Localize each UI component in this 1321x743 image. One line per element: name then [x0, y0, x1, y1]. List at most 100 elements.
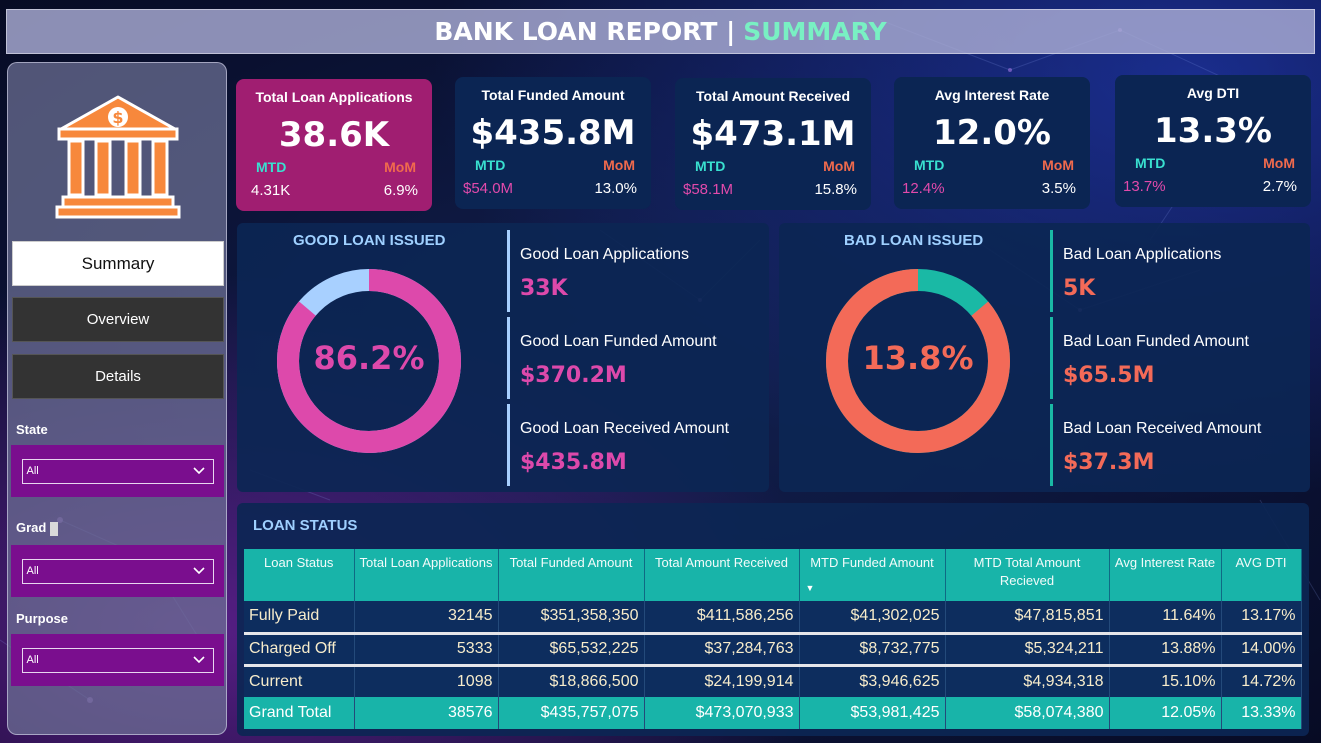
table-row: Charged Off 5333 $65,532,225 $37,284,763…: [244, 633, 1302, 667]
kpi-mom-value: 13.0%: [594, 180, 637, 197]
table-cell: $8,732,775: [799, 633, 946, 667]
table-cell: 13.17%: [1221, 601, 1302, 635]
nav-details-button[interactable]: Details: [12, 354, 224, 399]
metric-value: $37.3M: [1063, 450, 1155, 475]
nav-overview-button[interactable]: Overview: [12, 297, 224, 342]
kpi-mtd-label: MTD: [475, 157, 506, 173]
table-cell: $53,981,425: [799, 697, 946, 729]
table-row: Current 1098 $18,866,500 $24,199,914 $3,…: [244, 665, 1302, 697]
kpi-title: Total Loan Applications: [255, 89, 413, 105]
kpi-mtd-label: MTD: [695, 158, 726, 174]
table-cell: $435,757,075: [498, 697, 645, 729]
kpi-mom-value: 3.5%: [1041, 180, 1076, 197]
table-cell: $58,074,380: [945, 697, 1110, 729]
kpi-value: $473.1M: [690, 114, 856, 154]
table-cell: $47,815,851: [945, 601, 1110, 635]
purpose-dropdown[interactable]: All: [21, 647, 214, 673]
good-loan-panel: GOOD LOAN ISSUED 86.2% Good Loan Applica…: [237, 223, 769, 492]
table-cell: $24,199,914: [644, 665, 800, 697]
bank-dollar-icon: $: [55, 95, 181, 219]
bad-loan-applications: Bad Loan Applications 5K: [1050, 230, 1221, 312]
bad-loan-funded-amount: Bad Loan Funded Amount $65.5M: [1050, 317, 1249, 399]
sort-descending-icon: ▼: [805, 583, 815, 593]
grad-filter-marker: [50, 521, 59, 536]
metric-label: Bad Loan Applications: [1063, 246, 1222, 263]
kpi-mtd-value: $54.0M: [463, 180, 514, 197]
kpi-total-amount-received: Total Amount Received $473.1M MTD MoM $5…: [675, 78, 871, 210]
kpi-mom-label: MoM: [823, 158, 855, 174]
bad-loan-panel: BAD LOAN ISSUED 13.8% Bad Loan Applicati…: [779, 223, 1310, 492]
good-loan-received-amount: Good Loan Received Amount $435.8M: [507, 404, 729, 486]
chevron-down-icon: [192, 467, 205, 475]
kpi-value: 12.0%: [933, 113, 1051, 153]
kpi-avg-dti: Avg DTI 13.3% MTD MoM 13.7% 2.7%: [1115, 75, 1311, 207]
loan-status-table: Loan Status Total Loan Applications Tota…: [244, 549, 1302, 729]
kpi-mtd-label: MTD: [914, 157, 945, 173]
column-header[interactable]: Total Funded Amount: [498, 549, 645, 601]
table-cell: 12.05%: [1109, 697, 1222, 729]
good-loan-applications: Good Loan Applications 33K: [507, 230, 689, 312]
table-cell: 5333: [354, 633, 499, 667]
column-header[interactable]: AVG DTI: [1221, 549, 1302, 601]
metric-label: Bad Loan Funded Amount: [1063, 333, 1249, 350]
column-header[interactable]: MTD Total Amount Recieved: [945, 549, 1110, 601]
table-cell: $4,934,318: [945, 665, 1110, 697]
nav-summary-button[interactable]: Summary: [12, 241, 224, 286]
metric-value: 5K: [1063, 276, 1096, 301]
table-row: Fully Paid 32145 $351,358,350 $411,586,2…: [244, 601, 1302, 635]
donut-value-arc: [826, 269, 1010, 453]
metric-label: Good Loan Received Amount: [520, 420, 730, 437]
state-dropdown[interactable]: All: [21, 458, 214, 484]
metric-value: $370.2M: [520, 363, 627, 388]
table-cell: 14.00%: [1221, 633, 1302, 667]
kpi-mtd-value: 13.7%: [1123, 178, 1166, 195]
good-loan-title: GOOD LOAN ISSUED: [293, 232, 446, 249]
kpi-total-funded-amount: Total Funded Amount $435.8M MTD MoM $54.…: [455, 77, 651, 209]
column-header-label: MTD Funded Amount: [810, 555, 934, 570]
bad-loan-percent: 13.8%: [862, 339, 974, 377]
table-cell: $5,324,211: [945, 633, 1110, 667]
table-cell: $351,358,350: [498, 601, 645, 635]
grad-filter: All: [11, 545, 224, 597]
column-header[interactable]: Total Amount Received: [644, 549, 800, 601]
column-header[interactable]: Total Loan Applications: [354, 549, 499, 601]
metric-value: 33K: [520, 276, 568, 301]
kpi-mom-label: MoM: [603, 157, 635, 173]
column-header[interactable]: Loan Status: [244, 549, 355, 601]
kpi-mom-label: MoM: [1042, 157, 1074, 173]
kpi-avg-interest-rate: Avg Interest Rate 12.0% MTD MoM 12.4% 3.…: [894, 77, 1090, 209]
kpi-value: 13.3%: [1154, 111, 1272, 151]
table-cell: 38576: [354, 697, 499, 729]
purpose-filter: All: [11, 634, 224, 686]
svg-text:$: $: [112, 108, 123, 127]
report-header: BANK LOAN REPORT | SUMMARY: [6, 9, 1315, 54]
table-cell: $411,586,256: [644, 601, 800, 635]
bad-loan-title: BAD LOAN ISSUED: [844, 232, 984, 249]
table-cell: 32145: [354, 601, 499, 635]
table-cell: 13.88%: [1109, 633, 1222, 667]
grand-total-row: Grand Total 38576 $435,757,075 $473,070,…: [244, 697, 1302, 729]
kpi-mom-value: 2.7%: [1262, 178, 1297, 195]
loan-status-panel: LOAN STATUS Loan Status Total Loan Appli…: [237, 503, 1309, 736]
table-cell: $65,532,225: [498, 633, 645, 667]
kpi-mtd-label: MTD: [256, 159, 287, 175]
metric-value: $435.8M: [520, 450, 627, 475]
table-cell: 13.33%: [1221, 697, 1302, 729]
grad-dropdown[interactable]: All: [21, 558, 214, 584]
kpi-total-loan-applications: Total Loan Applications 38.6K MTD MoM 4.…: [236, 79, 432, 211]
kpi-mom-label: MoM: [384, 159, 416, 175]
table-cell: Grand Total: [244, 697, 355, 729]
table-cell: $37,284,763: [644, 633, 800, 667]
report-subtitle: SUMMARY: [743, 17, 887, 46]
metric-label: Good Loan Applications: [520, 246, 690, 263]
table-cell: Fully Paid: [244, 601, 355, 635]
good-loan-donut: [277, 269, 461, 453]
kpi-title: Avg DTI: [1186, 85, 1240, 101]
grad-filter-label-text: Grad: [16, 520, 47, 535]
kpi-mtd-value: 4.31K: [251, 182, 291, 199]
good-loan-funded-amount: Good Loan Funded Amount $370.2M: [507, 317, 717, 399]
column-header[interactable]: Avg Interest Rate: [1109, 549, 1222, 601]
grad-dropdown-value: All: [26, 565, 39, 577]
metric-label: Bad Loan Received Amount: [1063, 420, 1262, 437]
column-header-sorted[interactable]: MTD Funded Amount ▼: [799, 549, 946, 601]
